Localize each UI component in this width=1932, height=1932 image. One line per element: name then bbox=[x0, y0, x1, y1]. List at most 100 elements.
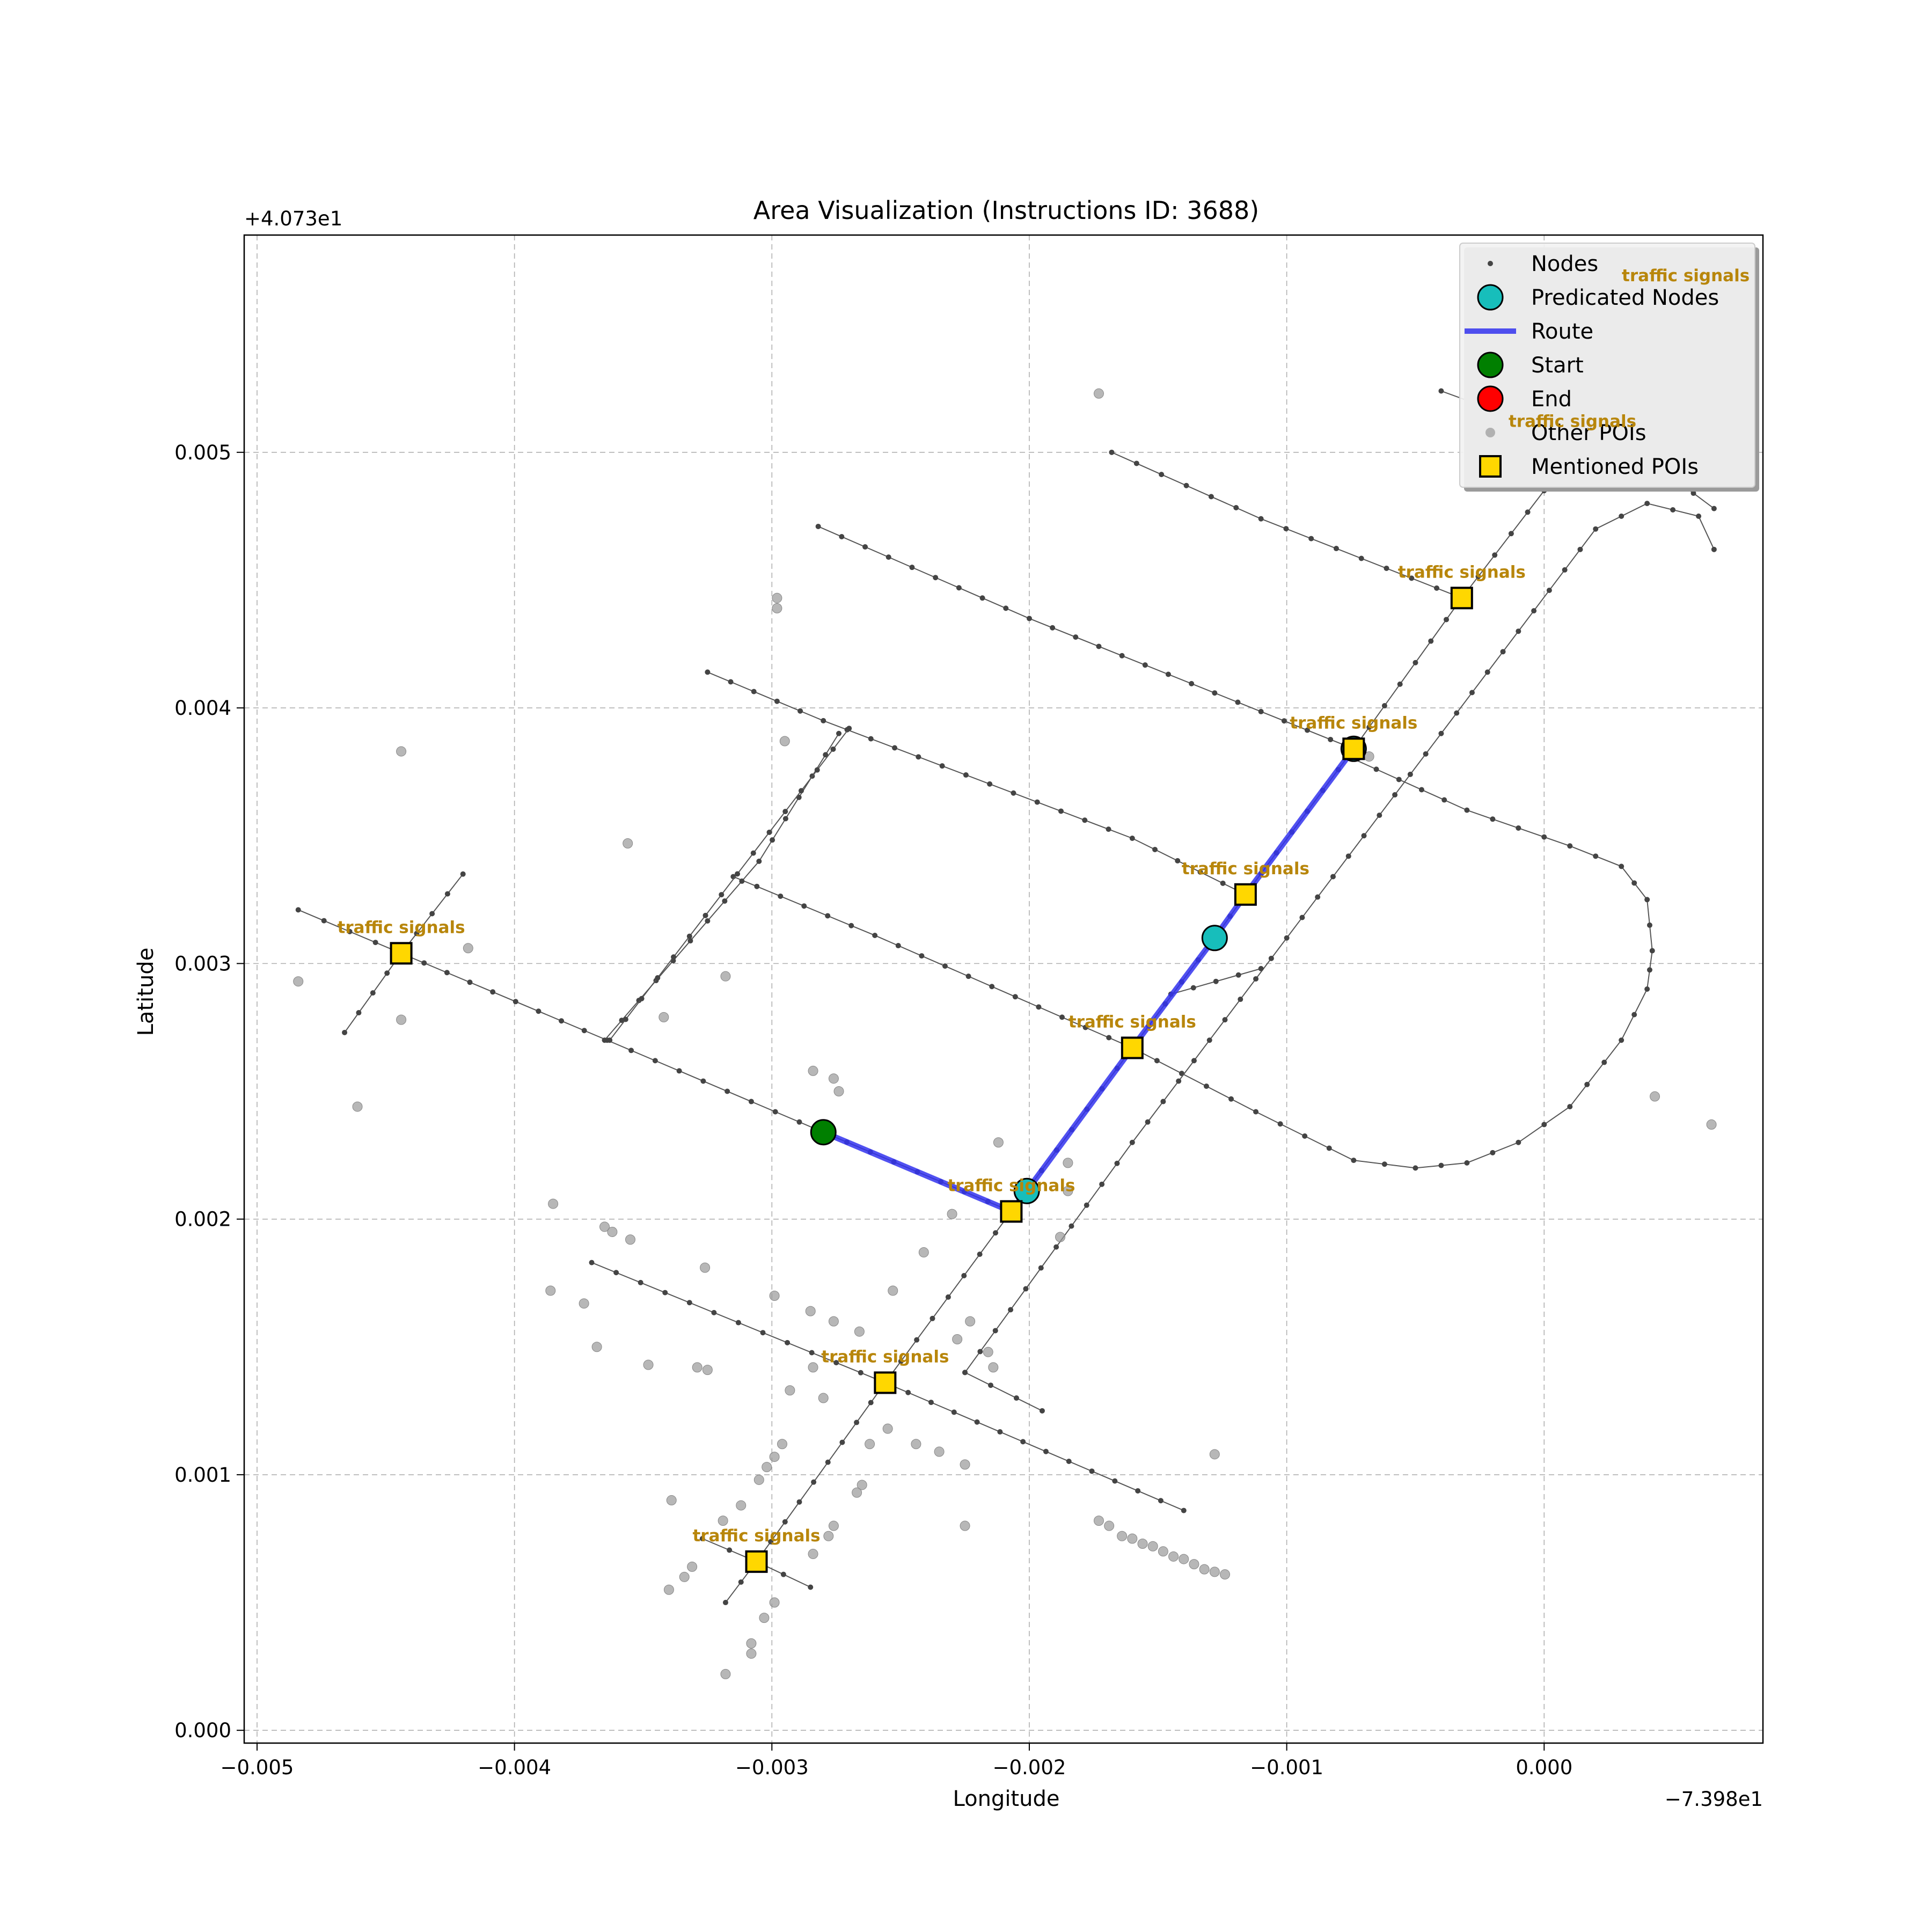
road-node bbox=[1377, 813, 1382, 818]
road-node bbox=[724, 1088, 730, 1094]
road-node bbox=[778, 893, 784, 899]
road-node bbox=[1084, 1202, 1089, 1208]
road-node bbox=[796, 1499, 802, 1505]
road-node bbox=[1508, 531, 1514, 537]
road-node bbox=[1577, 546, 1583, 552]
road-node bbox=[1013, 1395, 1019, 1401]
other-poi bbox=[1650, 1091, 1660, 1102]
road-node bbox=[1646, 922, 1652, 928]
road-node bbox=[780, 1571, 786, 1577]
road-node bbox=[1396, 777, 1402, 782]
road-node bbox=[1160, 1099, 1166, 1104]
road-node bbox=[1283, 526, 1289, 532]
road-node bbox=[602, 1037, 608, 1043]
legend-circle-icon bbox=[1477, 284, 1504, 311]
road-node bbox=[295, 907, 301, 913]
road-node bbox=[347, 928, 353, 934]
other-poi bbox=[882, 1423, 893, 1434]
road-node bbox=[992, 1328, 998, 1334]
road-node bbox=[1189, 680, 1195, 686]
road-node bbox=[1213, 978, 1219, 984]
road-node bbox=[1281, 718, 1287, 724]
x-offset-label: −7.398e1 bbox=[1665, 1788, 1763, 1811]
other-poi bbox=[720, 1668, 731, 1679]
road-node bbox=[782, 816, 788, 822]
other-poi bbox=[700, 1262, 711, 1273]
road-node bbox=[1145, 1119, 1151, 1125]
x-tick-label: −0.004 bbox=[478, 1756, 551, 1779]
road-node bbox=[719, 892, 724, 898]
other-poi bbox=[1220, 1569, 1231, 1580]
road-node bbox=[1413, 660, 1418, 665]
road-node bbox=[1191, 1058, 1197, 1064]
other-poi bbox=[828, 1520, 839, 1531]
other-poi bbox=[702, 1365, 713, 1375]
legend-label: Nodes bbox=[1531, 252, 1598, 276]
y-offset-label: +4.073e1 bbox=[244, 207, 342, 230]
road-node bbox=[1567, 1104, 1573, 1110]
road-node bbox=[559, 1018, 565, 1024]
other-poi bbox=[753, 1474, 764, 1485]
road-node bbox=[1490, 816, 1496, 822]
legend-circle-icon bbox=[1477, 352, 1504, 378]
other-poi bbox=[666, 1495, 677, 1506]
road-node bbox=[699, 1535, 705, 1541]
road-node bbox=[1333, 546, 1339, 552]
road-node bbox=[1253, 1109, 1259, 1115]
poi-label: traffic signals bbox=[1069, 1013, 1196, 1032]
road-node bbox=[1109, 449, 1115, 455]
road-node bbox=[1373, 766, 1379, 772]
other-poi bbox=[857, 1480, 867, 1490]
road-node bbox=[1330, 874, 1336, 880]
other-poi bbox=[808, 1065, 818, 1076]
road-node bbox=[414, 931, 420, 936]
road-node bbox=[1258, 965, 1264, 971]
road-cross-4 bbox=[964, 1372, 1043, 1411]
poi-label: traffic signals bbox=[1290, 713, 1417, 733]
road-node bbox=[1644, 986, 1650, 992]
x-tick-label: 0.000 bbox=[1516, 1756, 1572, 1779]
road-node bbox=[1593, 526, 1599, 532]
road-node bbox=[1315, 894, 1321, 900]
road-node bbox=[823, 752, 829, 758]
other-poi bbox=[952, 1334, 963, 1344]
road-node bbox=[1183, 482, 1189, 488]
traffic-signal-poi bbox=[390, 942, 413, 965]
road-node bbox=[1525, 509, 1531, 515]
road-node bbox=[1082, 817, 1088, 823]
road-node bbox=[928, 1400, 934, 1406]
road-node bbox=[1413, 1165, 1418, 1171]
road-node bbox=[774, 698, 780, 704]
road-node bbox=[909, 565, 915, 570]
y-tick-label: 0.000 bbox=[174, 1719, 231, 1742]
y-tick-label: 0.004 bbox=[174, 697, 231, 720]
road-node bbox=[1142, 662, 1148, 668]
road-node bbox=[1258, 516, 1264, 522]
y-tick-label: 0.003 bbox=[174, 952, 231, 975]
road-node bbox=[1011, 790, 1016, 796]
road-node bbox=[444, 970, 450, 976]
road-node bbox=[854, 1419, 860, 1425]
other-poi bbox=[687, 1561, 698, 1572]
road-node bbox=[1235, 972, 1241, 978]
road-node bbox=[1345, 853, 1351, 859]
traffic-signal-poi bbox=[1121, 1036, 1144, 1059]
other-poi bbox=[965, 1316, 976, 1327]
other-poi bbox=[692, 1362, 702, 1373]
road-node bbox=[770, 837, 775, 843]
road-node bbox=[1159, 472, 1165, 478]
road-node bbox=[735, 1320, 741, 1326]
other-poi bbox=[623, 838, 633, 849]
road-node bbox=[797, 708, 803, 714]
road-node bbox=[628, 1048, 634, 1053]
other-poi bbox=[785, 1385, 795, 1396]
road-node bbox=[1258, 708, 1264, 714]
road-node bbox=[1619, 513, 1624, 519]
road-node bbox=[1206, 1037, 1212, 1043]
other-poi bbox=[1168, 1551, 1179, 1562]
road-node bbox=[1284, 935, 1290, 941]
road-node bbox=[1058, 808, 1064, 814]
road-node bbox=[444, 891, 450, 897]
road-node bbox=[1277, 1121, 1283, 1127]
road-node bbox=[1106, 826, 1111, 832]
